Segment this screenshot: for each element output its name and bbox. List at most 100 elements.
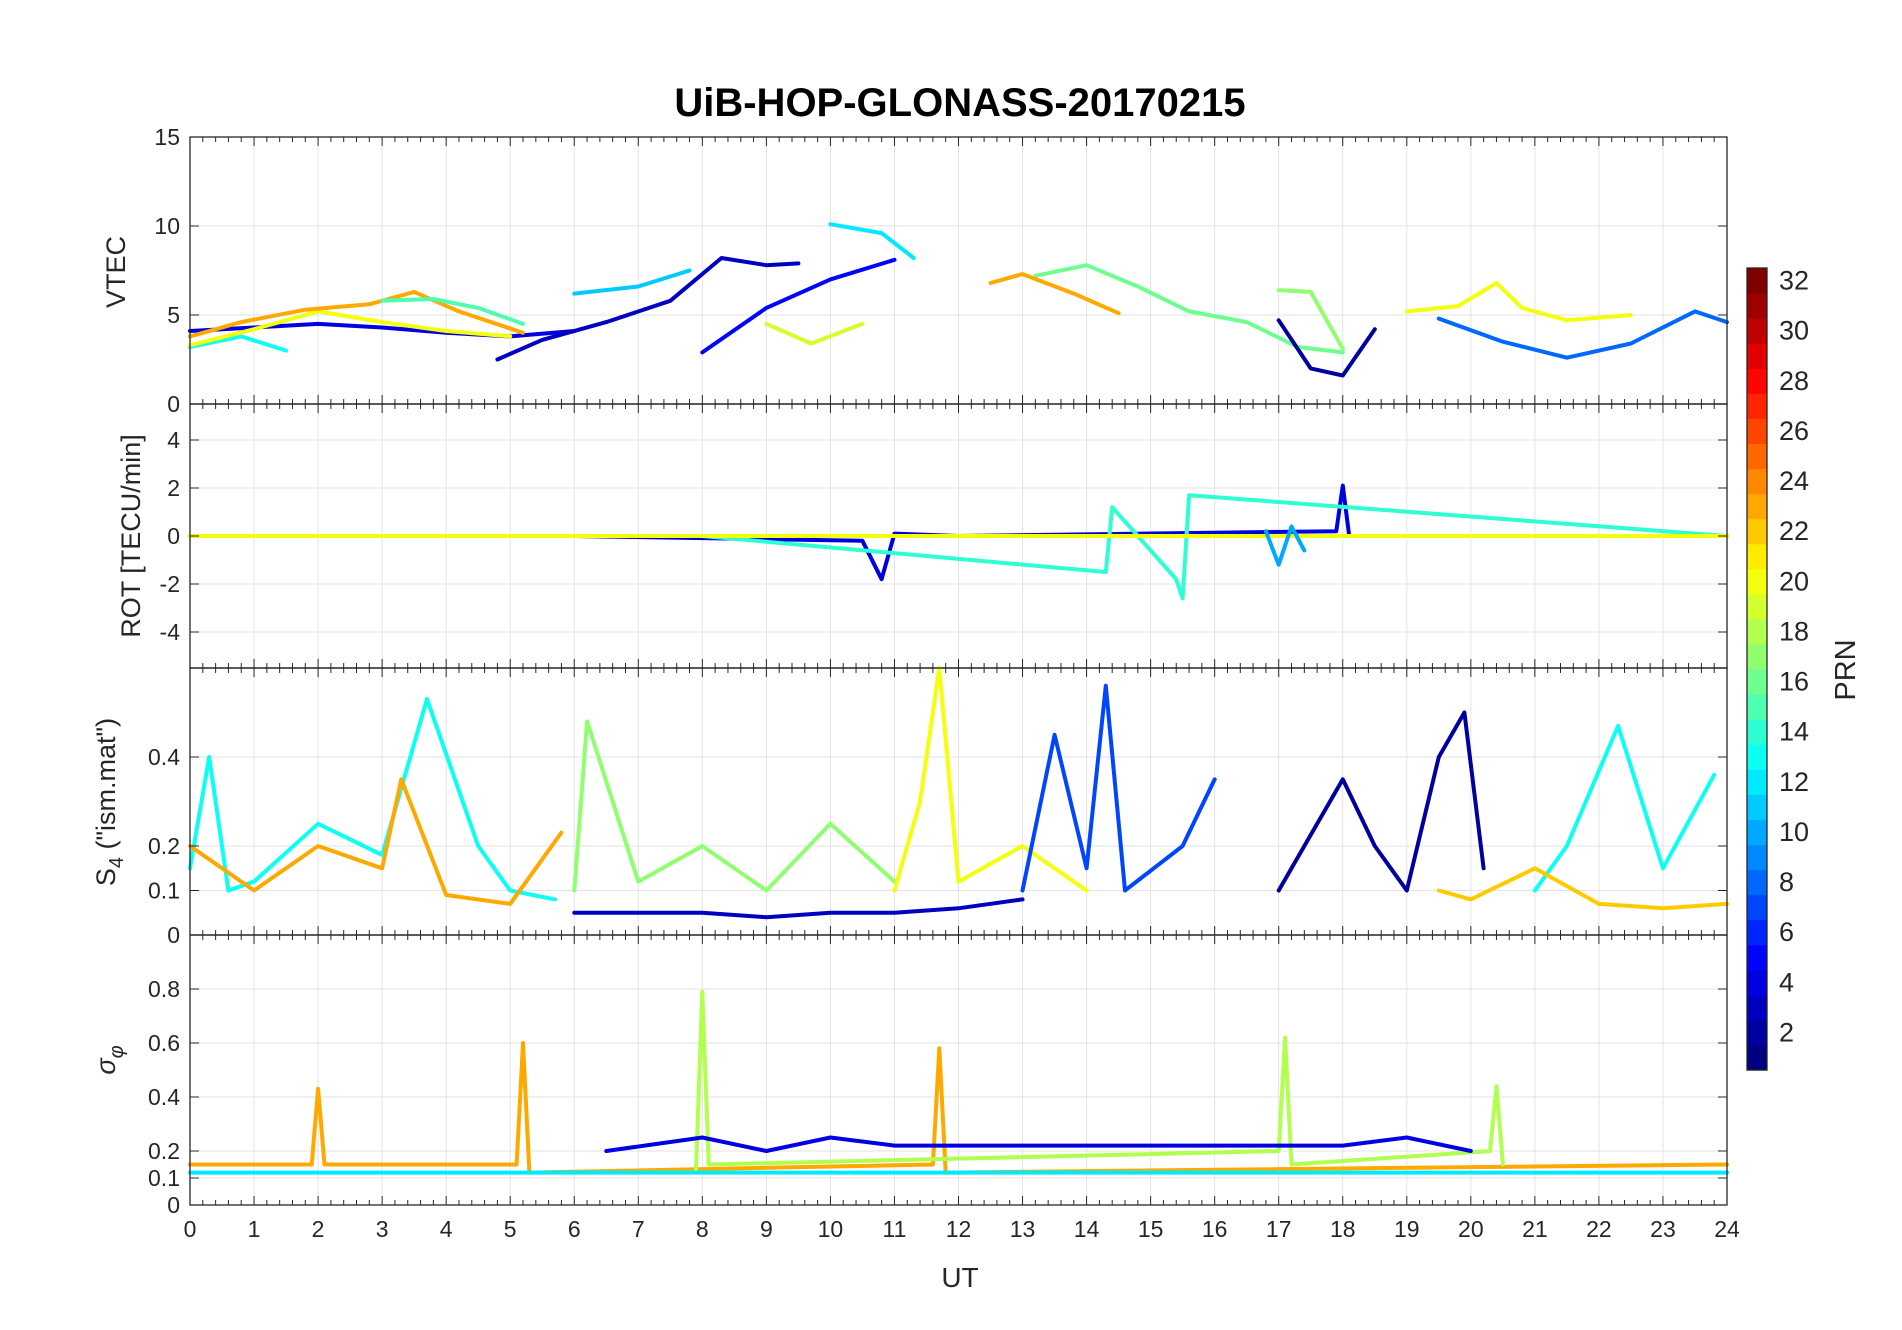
- series-prn-2: [1276, 318, 1377, 378]
- y-tick-label: 0: [167, 391, 180, 417]
- colorbar-swatch: [1747, 268, 1767, 294]
- y-tick-label: 0.4: [148, 744, 180, 770]
- series-prn-13: [188, 334, 289, 353]
- colorbar-swatch: [1747, 969, 1767, 996]
- series-prn-2: [1276, 710, 1486, 893]
- series-prn-23: [188, 1041, 1729, 1175]
- x-tick-label: 6: [568, 1216, 581, 1242]
- series-prn-13: [188, 697, 557, 902]
- colorbar-tick-label: 6: [1779, 917, 1794, 947]
- x-axis-label: UT: [941, 1262, 978, 1293]
- x-tick-label: 15: [1138, 1216, 1164, 1242]
- y-tick-label: 0.1: [148, 878, 180, 904]
- colorbar-swatch: [1747, 543, 1767, 570]
- y-tick-label: -4: [160, 619, 181, 645]
- series-prn-20: [1404, 281, 1633, 323]
- series-prn-7: [1020, 683, 1217, 893]
- series-prn-17: [1276, 288, 1345, 351]
- colorbar-tick-label: 4: [1779, 967, 1794, 997]
- x-tick-label: 2: [312, 1216, 325, 1242]
- series-prn-13: [1532, 723, 1717, 893]
- colorbar-swatch: [1747, 994, 1767, 1021]
- x-tick-label: 22: [1586, 1216, 1612, 1242]
- colorbar-swatch: [1747, 944, 1767, 971]
- colorbar-tick-label: 12: [1779, 767, 1809, 797]
- colorbar-swatch: [1747, 919, 1767, 946]
- colorbar-tick-label: 2: [1779, 1017, 1794, 1047]
- colorbar-swatch: [1747, 393, 1767, 419]
- colorbar-tick-label: 8: [1779, 867, 1794, 897]
- colorbar-swatch: [1747, 568, 1767, 595]
- x-tick-label: 0: [184, 1216, 197, 1242]
- x-tick-label: 17: [1266, 1216, 1292, 1242]
- colorbar-swatch: [1747, 618, 1767, 645]
- colorbar-swatch: [1747, 1044, 1767, 1071]
- colorbar-tick-label: 24: [1779, 466, 1809, 496]
- panel-sigma_phi: 00.10.20.40.60.80 1 2 3 4 5 6 7 8 9 10 11 12 13 14 15 16…: [91, 934, 1740, 1242]
- series-prn-11: [572, 268, 692, 296]
- colorbar-tick-label: 10: [1779, 817, 1809, 847]
- y-tick-label: 4: [167, 427, 180, 453]
- series-prn-19: [764, 321, 865, 346]
- series-prn-14: [188, 493, 1729, 601]
- x-tick-label: 23: [1650, 1216, 1676, 1242]
- colorbar-tick-label: 28: [1779, 366, 1809, 396]
- y-tick-label: 0.2: [148, 833, 180, 859]
- colorbar-swatch: [1747, 719, 1767, 745]
- colorbar-swatch: [1747, 669, 1767, 695]
- y-tick-label: -2: [160, 571, 180, 597]
- colorbar-swatch: [1747, 318, 1767, 344]
- colorbar-swatch: [1747, 1019, 1767, 1046]
- y-axis-label: ROT [TECU/min]: [116, 434, 146, 638]
- colorbar-tick-label: 30: [1779, 316, 1809, 346]
- x-tick-label: 7: [632, 1216, 645, 1242]
- colorbar-swatch: [1747, 343, 1767, 369]
- colorbar-swatch: [1747, 894, 1767, 921]
- colorbar-swatch: [1747, 468, 1767, 495]
- figure-title: UiB-HOP-GLONASS-20170215: [674, 81, 1245, 125]
- colorbar-swatch: [1747, 443, 1767, 470]
- x-tick-label: 12: [946, 1216, 972, 1242]
- x-tick-label: 18: [1330, 1216, 1356, 1242]
- y-tick-label: 0: [167, 1192, 180, 1218]
- colorbar-swatch: [1747, 293, 1767, 319]
- colorbar-swatch: [1747, 643, 1767, 670]
- series-prn-3: [572, 897, 1025, 920]
- series-prn-20: [188, 309, 513, 348]
- y-tick-label: 2: [167, 475, 180, 501]
- colorbar-tick-label: 14: [1779, 717, 1809, 747]
- colorbar-tick-label: 32: [1779, 266, 1809, 296]
- series-prn-17: [572, 719, 897, 893]
- panel-s4: 0 0.1 0.2 0.4 S4 ("ism.mat"): [91, 666, 1729, 948]
- series-prn-18: [693, 989, 1505, 1175]
- x-tick-label: 13: [1010, 1216, 1036, 1242]
- y-tick-label: 15: [154, 124, 180, 150]
- colorbar-tick-label: 16: [1779, 667, 1809, 697]
- x-tick-label: 10: [818, 1216, 844, 1242]
- colorbar-tick-label: 26: [1779, 416, 1809, 446]
- x-tick-label: 19: [1394, 1216, 1420, 1242]
- x-tick-label: 1: [248, 1216, 261, 1242]
- colorbar-swatch: [1747, 769, 1767, 795]
- colorbar-swatch: [1747, 819, 1767, 846]
- colorbar-frame: [1746, 267, 1768, 1071]
- y-tick-label: 0.2: [148, 1138, 180, 1164]
- x-tick-label: 16: [1202, 1216, 1228, 1242]
- y-tick-label: 0.8: [148, 976, 180, 1002]
- y-tick-label: 0.1: [148, 1165, 180, 1191]
- panel-rot: -4 -2 0 2 4 ROT [TECU/min]: [116, 403, 1729, 669]
- series-prn-15: [380, 297, 525, 326]
- panel-vtec: 0 5 10 15 VTEC: [101, 124, 1729, 417]
- colorbar-swatch: [1747, 694, 1767, 720]
- y-tick-label: 0: [167, 922, 180, 948]
- colorbar-tick-label: 22: [1779, 516, 1809, 546]
- series-prn-10: [1263, 524, 1307, 567]
- colorbar-swatch: [1747, 368, 1767, 394]
- series-prn-23: [188, 289, 525, 339]
- x-tick-label: 24: [1714, 1216, 1740, 1242]
- colorbar-swatch: [1747, 493, 1767, 520]
- series-prn-4: [604, 1135, 1473, 1153]
- x-tick-label: 4: [440, 1216, 453, 1242]
